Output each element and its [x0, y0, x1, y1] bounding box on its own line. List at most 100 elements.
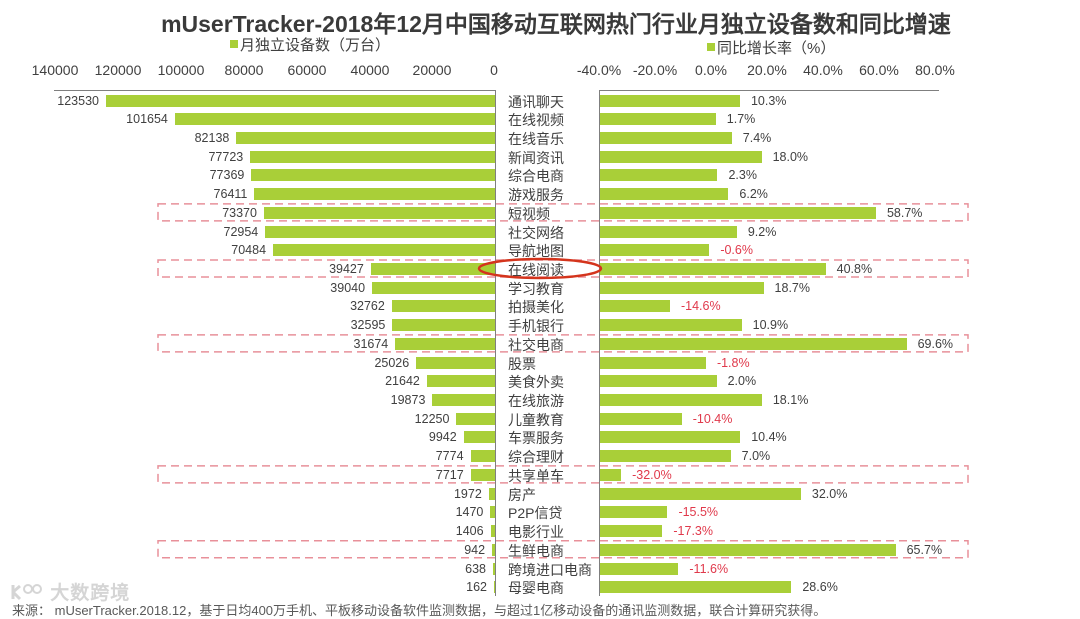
left-tick: 80000	[224, 62, 264, 78]
devices-bar	[488, 487, 495, 500]
growth-value-label: 1.7%	[726, 112, 756, 127]
growth-value-label: 7.0%	[741, 449, 771, 464]
growth-value-label: 18.1%	[772, 393, 809, 408]
growth-value-label: -14.6%	[680, 299, 721, 314]
growth-bar	[600, 300, 670, 313]
legend-devices: 月独立设备数（万台）	[240, 37, 391, 54]
growth-bar	[600, 506, 668, 519]
category-label: 短视频	[508, 205, 550, 222]
growth-value-label: 6.2%	[739, 187, 768, 202]
category-label: P2P信贷	[508, 505, 563, 522]
growth-bar	[600, 319, 742, 332]
devices-value-label: 162	[466, 580, 487, 595]
devices-bar	[254, 188, 495, 201]
devices-bar	[470, 468, 495, 481]
growth-value-label: 65.7%	[906, 542, 943, 557]
devices-value-label: 19873	[390, 393, 426, 408]
category-label: 股票	[508, 355, 536, 372]
devices-value-label: 123530	[57, 93, 99, 108]
devices-bar	[392, 319, 495, 332]
right-tick: 80.0%	[915, 62, 955, 78]
devices-value-label: 77369	[209, 168, 245, 183]
devices-bar	[432, 394, 495, 407]
devices-value-label: 12250	[414, 411, 450, 426]
right-tick: -20.0%	[632, 62, 678, 78]
devices-value-label: 1406	[455, 524, 484, 539]
category-label: 新闻资讯	[508, 149, 564, 166]
growth-value-label: 2.0%	[727, 374, 757, 389]
growth-value-label: 58.7%	[886, 205, 923, 220]
growth-bar	[600, 262, 826, 275]
growth-value-label: -1.8%	[716, 355, 750, 370]
devices-value-label: 1470	[455, 505, 484, 520]
category-label: 手机银行	[508, 318, 564, 335]
left-axis-vertical-line	[495, 90, 496, 596]
category-label: 共享单车	[508, 467, 564, 484]
devices-bar	[106, 94, 495, 107]
category-label: 房产	[508, 486, 536, 503]
devices-bar	[494, 581, 495, 594]
devices-value-label: 101654	[126, 112, 168, 127]
legend-swatch-devices	[230, 40, 238, 48]
category-label: 生鲜电商	[508, 542, 564, 559]
growth-value-label: 40.8%	[836, 261, 873, 276]
growth-bar	[600, 431, 741, 444]
growth-value-label: 32.0%	[811, 486, 848, 501]
devices-value-label: 31674	[353, 336, 389, 351]
growth-bar	[600, 206, 876, 219]
growth-value-label: 2.3%	[728, 168, 757, 183]
category-label: 社交网络	[508, 224, 564, 241]
right-tick: 60.0%	[859, 62, 899, 78]
growth-bar	[600, 525, 663, 538]
devices-bar	[490, 506, 495, 519]
growth-value-label: 9.2%	[747, 224, 777, 239]
source-footnote: 来源： mUserTracker.2018.12，基于日均400万手机、平板移动…	[12, 603, 827, 618]
category-label: 在线视频	[508, 112, 564, 129]
category-label: 通讯聊天	[508, 93, 564, 110]
category-label: 母婴电商	[508, 580, 564, 597]
devices-bar	[236, 131, 495, 144]
growth-bar	[600, 394, 762, 407]
devices-bar	[463, 431, 495, 444]
devices-value-label: 70484	[231, 243, 267, 258]
growth-bar	[600, 169, 718, 182]
left-tick: 0	[490, 62, 498, 78]
category-label: 跨境进口电商	[508, 561, 592, 578]
devices-bar	[492, 543, 495, 556]
category-label: 导航地图	[508, 243, 564, 260]
devices-value-label: 39040	[330, 280, 366, 295]
devices-bar	[456, 412, 495, 425]
chart-title: mUserTracker-2018年12月中国移动互联网热门行业月独立设备数和同…	[161, 11, 951, 37]
right-tick: -40.0%	[576, 62, 622, 78]
devices-bar	[372, 281, 495, 294]
category-label: 在线阅读	[508, 261, 564, 278]
growth-value-label: 10.4%	[751, 430, 787, 445]
growth-bar	[600, 131, 732, 144]
devices-value-label: 638	[465, 561, 486, 576]
growth-bar	[600, 581, 792, 594]
devices-value-label: 82138	[194, 130, 230, 145]
devices-value-label: 32762	[350, 299, 385, 314]
growth-value-label: -15.5%	[678, 505, 719, 520]
growth-bar	[600, 244, 710, 257]
growth-value-label: 18.7%	[774, 280, 810, 295]
devices-value-label: 32595	[350, 318, 386, 333]
devices-bar	[251, 169, 495, 182]
growth-bar	[600, 150, 762, 163]
category-label: 儿童教育	[508, 411, 564, 428]
devices-value-label: 73370	[222, 205, 257, 220]
category-label: 综合理财	[508, 449, 564, 466]
left-tick: 100000	[157, 62, 205, 78]
devices-bar	[426, 375, 495, 388]
growth-bar	[600, 281, 764, 294]
devices-value-label: 72954	[223, 224, 259, 239]
devices-bar	[395, 337, 495, 350]
devices-value-label: 1972	[453, 486, 482, 501]
growth-bar	[600, 225, 737, 238]
devices-bar	[273, 244, 495, 257]
right-tick: 40.0%	[803, 62, 843, 78]
growth-bar	[600, 188, 729, 201]
devices-value-label: 77723	[208, 149, 244, 164]
watermark-text: 大数跨境	[50, 583, 131, 604]
devices-value-label: 76411	[213, 187, 248, 202]
